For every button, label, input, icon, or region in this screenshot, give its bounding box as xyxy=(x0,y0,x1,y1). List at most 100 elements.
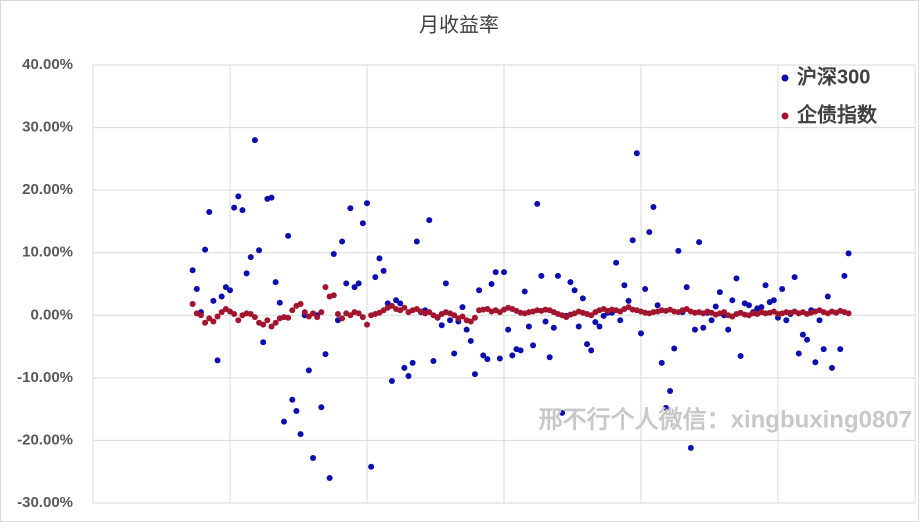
point xyxy=(638,330,644,337)
point xyxy=(733,275,740,282)
point xyxy=(372,274,379,281)
point xyxy=(546,354,553,361)
point xyxy=(592,319,599,326)
point xyxy=(210,318,217,325)
y-tick-label: -20.00% xyxy=(17,431,73,448)
point xyxy=(355,310,362,317)
point xyxy=(758,304,765,311)
point xyxy=(426,217,433,224)
point xyxy=(289,307,296,314)
point xyxy=(575,323,582,330)
point xyxy=(729,297,736,304)
point xyxy=(646,229,653,236)
point xyxy=(409,359,416,366)
point xyxy=(795,350,802,357)
point xyxy=(447,317,454,324)
point xyxy=(671,345,678,352)
marks xyxy=(189,137,852,481)
point xyxy=(272,319,279,326)
point xyxy=(492,269,499,276)
point xyxy=(256,247,263,254)
point xyxy=(272,279,279,286)
point xyxy=(247,254,254,261)
point xyxy=(364,321,370,328)
point xyxy=(231,204,238,211)
point xyxy=(613,259,620,266)
point xyxy=(355,280,362,287)
point xyxy=(488,281,495,287)
legend-label: 沪深300 xyxy=(797,64,870,88)
point xyxy=(600,312,607,319)
point xyxy=(770,297,777,304)
point xyxy=(251,137,258,144)
watermark: 邢不行个人微信：xingbuxing0807 xyxy=(539,405,912,433)
point xyxy=(202,319,209,326)
point xyxy=(633,150,640,157)
chart-title: 月收益率 xyxy=(419,13,499,36)
point xyxy=(762,282,769,289)
point xyxy=(189,301,196,308)
point xyxy=(471,314,478,321)
point xyxy=(779,286,786,293)
point xyxy=(388,377,395,384)
point xyxy=(567,279,574,286)
point xyxy=(799,331,806,338)
point xyxy=(451,350,458,357)
point xyxy=(339,238,346,245)
point xyxy=(202,246,209,253)
point xyxy=(820,346,827,353)
point xyxy=(251,314,258,321)
point xyxy=(804,336,811,343)
point xyxy=(189,267,196,274)
point xyxy=(451,312,458,319)
point xyxy=(339,315,346,322)
point xyxy=(305,313,312,320)
point xyxy=(463,326,470,333)
legend: 沪深300 企债指数 xyxy=(781,64,878,126)
point xyxy=(351,284,358,291)
legend-label: 企债指数 xyxy=(796,102,878,126)
point xyxy=(289,396,296,403)
point xyxy=(550,324,557,331)
point xyxy=(330,250,337,257)
point xyxy=(397,300,404,307)
point xyxy=(538,272,545,279)
point xyxy=(364,200,370,207)
point xyxy=(430,357,437,364)
point xyxy=(322,284,329,291)
point xyxy=(480,352,487,359)
point xyxy=(712,303,719,310)
point xyxy=(716,289,723,296)
point xyxy=(683,284,690,291)
point xyxy=(745,302,752,309)
point xyxy=(642,286,649,293)
y-tick-label: 20.00% xyxy=(22,181,73,198)
y-tick-label: -10.00% xyxy=(17,369,73,386)
point xyxy=(791,274,798,281)
point xyxy=(322,351,329,358)
point xyxy=(617,317,624,324)
point xyxy=(828,364,835,371)
point xyxy=(318,309,325,316)
point xyxy=(662,404,669,411)
point xyxy=(334,311,341,318)
point xyxy=(517,347,524,354)
point xyxy=(231,311,238,318)
point xyxy=(696,239,703,246)
point xyxy=(571,287,578,294)
point xyxy=(218,293,225,300)
point xyxy=(343,280,350,287)
point xyxy=(214,313,221,320)
point xyxy=(579,295,586,302)
point xyxy=(301,309,308,316)
point xyxy=(276,299,283,306)
point xyxy=(588,312,595,319)
point xyxy=(280,418,287,425)
point xyxy=(845,250,852,257)
point xyxy=(650,204,657,211)
point xyxy=(214,357,221,364)
point xyxy=(206,315,213,322)
point xyxy=(359,220,366,227)
